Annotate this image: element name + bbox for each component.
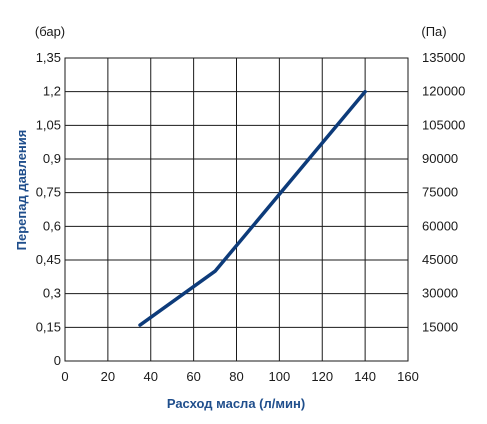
x-tick-label: 80 [229,369,243,384]
x-tick-label: 60 [186,369,200,384]
chart-series [138,89,367,327]
y-right-tick-label: 60000 [422,218,458,233]
x-tick-labels: 0 20 40 60 80 100 120 140 160 [61,369,418,384]
y-left-unit-label: (бар) [35,24,65,39]
y-axis-title: Перепад давления [14,130,29,251]
y-left-tick-label: 1,35 [36,50,61,65]
x-tick-label: 40 [144,369,158,384]
y-right-tick-labels: 15000 30000 45000 60000 75000 90000 105000 1200… [422,50,465,334]
x-tick-label: 20 [101,369,115,384]
x-tick-label: 120 [311,369,333,384]
x-tick-label: 100 [269,369,291,384]
y-left-tick-label: 0,6 [43,218,61,233]
y-left-tick-label: 0,3 [43,286,61,301]
y-left-tick-label: 0 [54,353,61,368]
y-right-tick-label: 120000 [422,84,465,99]
x-tick-label: 0 [61,369,68,384]
y-left-tick-label: 0,15 [36,319,61,334]
x-tick-label: 140 [354,369,376,384]
y-left-tick-label: 0,75 [36,185,61,200]
y-right-unit-label: (Па) [421,24,446,39]
y-right-tick-label: 75000 [422,185,458,200]
y-left-tick-label: 1,2 [43,84,61,99]
series-line [138,89,367,327]
y-right-tick-label: 135000 [422,50,465,65]
y-left-tick-labels: 0 0,15 0,3 0,45 0,6 0,75 0,9 1,05 1,2 1,35 [36,50,61,368]
y-left-tick-label: 0,9 [43,151,61,166]
y-left-tick-label: 0,45 [36,252,61,267]
y-right-tick-label: 90000 [422,151,458,166]
x-axis-title: Расход масла (л/мин) [167,396,305,411]
y-left-tick-label: 1,05 [36,117,61,132]
chart-grid [65,58,408,361]
y-right-tick-label: 15000 [422,319,458,334]
plot-frame [64,57,409,362]
y-right-tick-label: 30000 [422,286,458,301]
x-tick-label: 160 [397,369,419,384]
y-right-tick-label: 45000 [422,252,458,267]
y-right-tick-label: 105000 [422,117,465,132]
